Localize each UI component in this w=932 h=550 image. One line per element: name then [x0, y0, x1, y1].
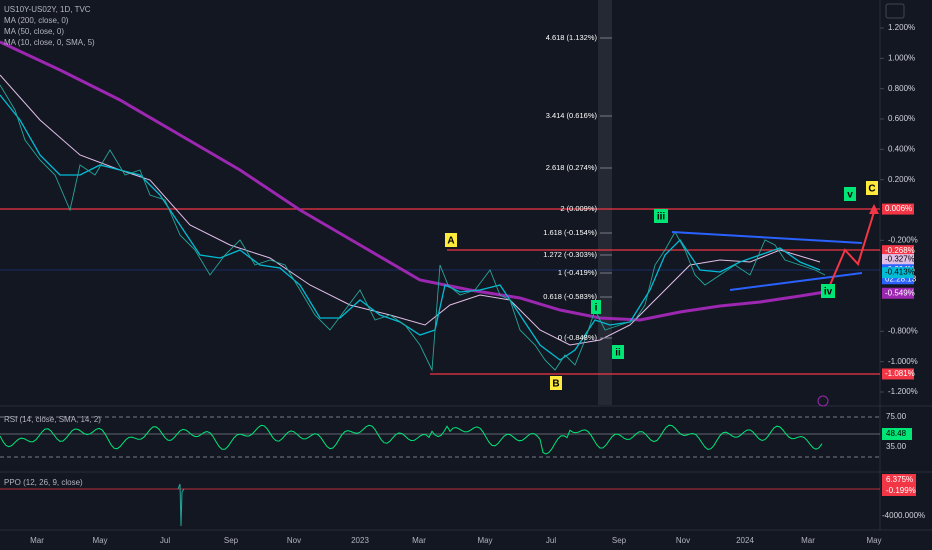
wave-label: i — [595, 303, 598, 314]
time-label: 2023 — [351, 536, 369, 545]
fib-label: 1 (-0.419%) — [558, 268, 598, 277]
indicator-label: MA (10, close, 0, SMA, 5) — [4, 38, 95, 47]
price-tick-label: 0.200% — [888, 175, 915, 184]
settings-button[interactable] — [885, 3, 905, 19]
ppo-value: 6.375% — [886, 475, 913, 484]
price-tick-label: -0.200% — [888, 235, 918, 244]
price-tick-label: 0.800% — [888, 84, 915, 93]
wave-label: iv — [824, 287, 833, 298]
ppo-axis-label: -4000.000% — [882, 511, 925, 520]
fib-label: 3.414 (0.616%) — [546, 111, 598, 120]
indicator-label: MA (200, close, 0) — [4, 16, 69, 25]
price-badge-label: -0.268% — [885, 246, 915, 255]
countdown-badge — [882, 274, 914, 285]
time-label: May — [477, 536, 492, 545]
price-badge — [882, 287, 914, 299]
event-icon[interactable] — [817, 395, 829, 407]
price-badge-label: -0.549% — [885, 288, 915, 297]
price-badge — [882, 267, 914, 279]
time-label: Mar — [30, 536, 44, 545]
price-badge-label: 0.006% — [885, 204, 912, 213]
ppo-spike — [177, 483, 185, 527]
price-badge-label: -1.081% — [885, 369, 915, 378]
price-tick-label: -1.000% — [888, 357, 918, 366]
rsi-axis-label: 35.00 — [886, 442, 907, 451]
time-label: Nov — [287, 536, 301, 545]
price-tick-label: -0.800% — [888, 326, 918, 335]
price-badge — [882, 254, 914, 266]
fib-label: 2.618 (0.274%) — [546, 163, 598, 172]
fib-label: 0 (-0.848%) — [558, 333, 598, 342]
symbol-title: US10Y-US02Y, 1D, TVC — [4, 5, 91, 14]
price-tick-label: 0.600% — [888, 114, 915, 123]
time-label: Nov — [676, 536, 690, 545]
fib-label: 1.618 (-0.154%) — [543, 228, 597, 237]
ppo-title: PPO (12, 26, 9, close) — [4, 478, 83, 487]
fib-label: 0.618 (-0.583%) — [543, 292, 597, 301]
time-label: May — [92, 536, 107, 545]
rsi-series — [0, 424, 823, 455]
highlight-band — [598, 0, 612, 405]
wave-label: v — [847, 190, 853, 201]
time-label: Jul — [160, 536, 170, 545]
wave-label: iii — [657, 212, 666, 223]
ma50 — [0, 74, 821, 346]
arrow-head — [869, 204, 879, 214]
wave-labels: A B i ii iii iv v C — [445, 181, 878, 390]
time-label: Mar — [412, 536, 426, 545]
ma200 — [0, 40, 826, 322]
time-label: 2024 — [736, 536, 754, 545]
fib-label: 1.272 (-0.303%) — [543, 250, 597, 259]
price-badge-label: -0.327% — [885, 255, 915, 264]
price-badge — [882, 245, 914, 257]
ppo-value: -0.199% — [886, 486, 916, 495]
fib-label: 4.618 (1.132%) — [546, 33, 598, 42]
wave-label: A — [447, 236, 454, 247]
wave-label: C — [868, 184, 875, 195]
wave-label: B — [552, 379, 559, 390]
rsi-value: 48.48 — [886, 429, 907, 438]
price-badge — [882, 368, 914, 380]
time-label: Mar — [801, 536, 815, 545]
time-label: Jul — [546, 536, 556, 545]
price-tick-label: -1.200% — [888, 387, 918, 396]
wave-label: ii — [615, 348, 621, 359]
price-tick-label: 1.200% — [888, 23, 915, 32]
price-tick-label: 0.400% — [888, 144, 915, 153]
indicator-label: MA (50, close, 0) — [4, 27, 64, 36]
fib-ticks — [600, 37, 612, 339]
trend-line — [729, 272, 863, 291]
ppo-badge — [882, 474, 916, 485]
time-label: May — [866, 536, 881, 545]
price-badge — [882, 203, 914, 215]
projection-arrow — [829, 211, 875, 286]
time-label: Sep — [224, 536, 239, 545]
price-series — [0, 84, 826, 372]
trend-line — [671, 231, 863, 244]
countdown: 02:28:13 — [885, 274, 917, 283]
rsi-badge — [882, 428, 912, 440]
price-tick-label: 1.000% — [888, 53, 915, 62]
price-badge-label: -0.413% — [885, 268, 915, 277]
fib-label: 2 (0.009%) — [560, 204, 597, 213]
ppo-badge — [882, 485, 916, 496]
rsi-axis-label: 75.00 — [886, 412, 907, 421]
time-label: Sep — [612, 536, 627, 545]
rsi-title: RSI (14, close, SMA, 14, 2) — [4, 415, 101, 424]
